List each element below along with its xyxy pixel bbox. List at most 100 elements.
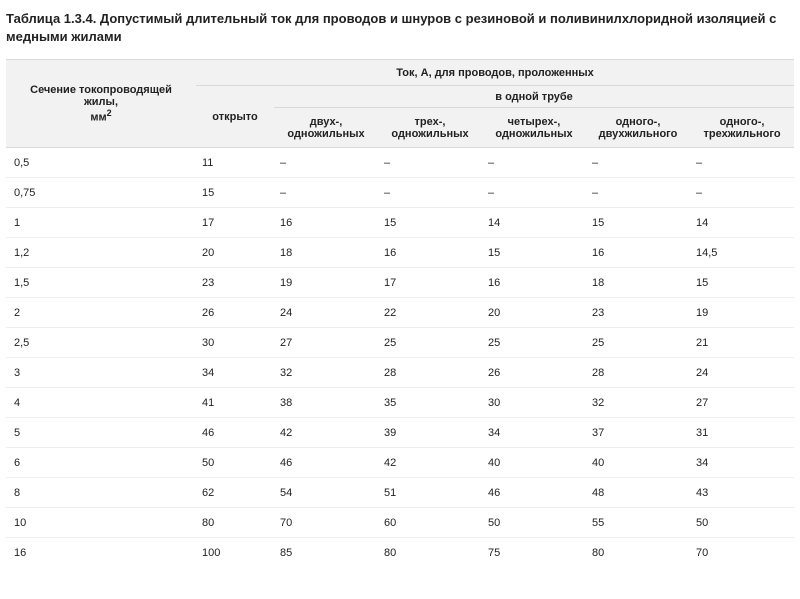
cell-value: 100 xyxy=(196,538,274,568)
table-row: 2,5302725252521 xyxy=(6,328,794,358)
table-row: 0,7515––––– xyxy=(6,178,794,208)
cell-value: 19 xyxy=(274,268,378,298)
cell-section: 16 xyxy=(6,538,196,568)
cell-section: 3 xyxy=(6,358,196,388)
cell-value: 23 xyxy=(586,298,690,328)
cell-value: 27 xyxy=(690,388,794,418)
cell-value: 28 xyxy=(378,358,482,388)
cell-value: 32 xyxy=(274,358,378,388)
cell-value: 14,5 xyxy=(690,238,794,268)
cell-value: – xyxy=(482,148,586,178)
table-row: 6504642404034 xyxy=(6,448,794,478)
cell-value: – xyxy=(586,148,690,178)
header-col-3: одного-,двухжильного xyxy=(586,108,690,148)
cell-value: 25 xyxy=(586,328,690,358)
table-row: 1171615141514 xyxy=(6,208,794,238)
cell-value: 50 xyxy=(196,448,274,478)
cell-value: 85 xyxy=(274,538,378,568)
cell-value: – xyxy=(586,178,690,208)
cell-value: 70 xyxy=(690,538,794,568)
header-section-sup: 2 xyxy=(107,108,112,118)
table-row: 3343228262824 xyxy=(6,358,794,388)
cell-value: – xyxy=(378,178,482,208)
cell-value: 26 xyxy=(196,298,274,328)
cell-section: 2,5 xyxy=(6,328,196,358)
cell-value: – xyxy=(690,178,794,208)
cell-value: 80 xyxy=(586,538,690,568)
header-col-0: двух-,одножильных xyxy=(274,108,378,148)
cell-value: 22 xyxy=(378,298,482,328)
cell-section: 0,75 xyxy=(6,178,196,208)
header-in-pipe: в одной трубе xyxy=(274,86,794,108)
table-row: 5464239343731 xyxy=(6,418,794,448)
cell-value: 25 xyxy=(482,328,586,358)
cell-value: – xyxy=(690,148,794,178)
table-body: 0,511–––––0,7515–––––11716151415141,2201… xyxy=(6,148,794,568)
cell-value: 34 xyxy=(196,358,274,388)
cell-value: 23 xyxy=(196,268,274,298)
cell-value: 35 xyxy=(378,388,482,418)
cell-value: 25 xyxy=(378,328,482,358)
cell-value: 51 xyxy=(378,478,482,508)
cell-value: 42 xyxy=(274,418,378,448)
cell-value: 40 xyxy=(482,448,586,478)
cell-value: 17 xyxy=(378,268,482,298)
cell-value: 31 xyxy=(690,418,794,448)
cell-value: 60 xyxy=(378,508,482,538)
table-row: 2262422202319 xyxy=(6,298,794,328)
header-col-2: четырех-,одножильных xyxy=(482,108,586,148)
cell-value: 48 xyxy=(586,478,690,508)
cell-value: 46 xyxy=(274,448,378,478)
cell-value: 20 xyxy=(482,298,586,328)
cell-value: 41 xyxy=(196,388,274,418)
cell-section: 4 xyxy=(6,388,196,418)
data-table: Сечение токопроводящей жилы, мм2 Ток, А,… xyxy=(6,59,794,568)
cell-section: 1,5 xyxy=(6,268,196,298)
header-current-for: Ток, А, для проводов, проложенных xyxy=(196,60,794,86)
cell-value: – xyxy=(482,178,586,208)
cell-value: 24 xyxy=(274,298,378,328)
cell-value: 37 xyxy=(586,418,690,448)
cell-value: 16 xyxy=(586,238,690,268)
cell-value: 50 xyxy=(690,508,794,538)
cell-value: 16 xyxy=(378,238,482,268)
cell-value: 30 xyxy=(196,328,274,358)
cell-value: 16 xyxy=(482,268,586,298)
header-section-l2a: мм xyxy=(90,111,106,123)
table-row: 10807060505550 xyxy=(6,508,794,538)
cell-value: 14 xyxy=(482,208,586,238)
cell-value: – xyxy=(378,148,482,178)
cell-section: 10 xyxy=(6,508,196,538)
cell-value: 11 xyxy=(196,148,274,178)
cell-value: 70 xyxy=(274,508,378,538)
cell-value: 15 xyxy=(378,208,482,238)
cell-value: 19 xyxy=(690,298,794,328)
cell-section: 1,2 xyxy=(6,238,196,268)
table-title: Таблица 1.3.4. Допустимый длительный ток… xyxy=(6,10,794,45)
cell-value: 46 xyxy=(196,418,274,448)
cell-value: 28 xyxy=(586,358,690,388)
cell-value: 39 xyxy=(378,418,482,448)
cell-value: 38 xyxy=(274,388,378,418)
cell-section: 1 xyxy=(6,208,196,238)
cell-value: 40 xyxy=(586,448,690,478)
cell-value: 42 xyxy=(378,448,482,478)
table-row: 0,511––––– xyxy=(6,148,794,178)
cell-value: 15 xyxy=(586,208,690,238)
cell-value: 15 xyxy=(690,268,794,298)
cell-section: 6 xyxy=(6,448,196,478)
cell-value: 80 xyxy=(378,538,482,568)
table-row: 1,5231917161815 xyxy=(6,268,794,298)
cell-value: 20 xyxy=(196,238,274,268)
cell-value: 50 xyxy=(482,508,586,538)
header-col-1: трех-,одножильных xyxy=(378,108,482,148)
cell-value: 15 xyxy=(482,238,586,268)
cell-value: 30 xyxy=(482,388,586,418)
table-row: 161008580758070 xyxy=(6,538,794,568)
cell-value: 80 xyxy=(196,508,274,538)
cell-value: 18 xyxy=(274,238,378,268)
cell-value: 43 xyxy=(690,478,794,508)
cell-value: 15 xyxy=(196,178,274,208)
header-section-l1: Сечение токопроводящей жилы, xyxy=(30,84,172,108)
cell-section: 2 xyxy=(6,298,196,328)
